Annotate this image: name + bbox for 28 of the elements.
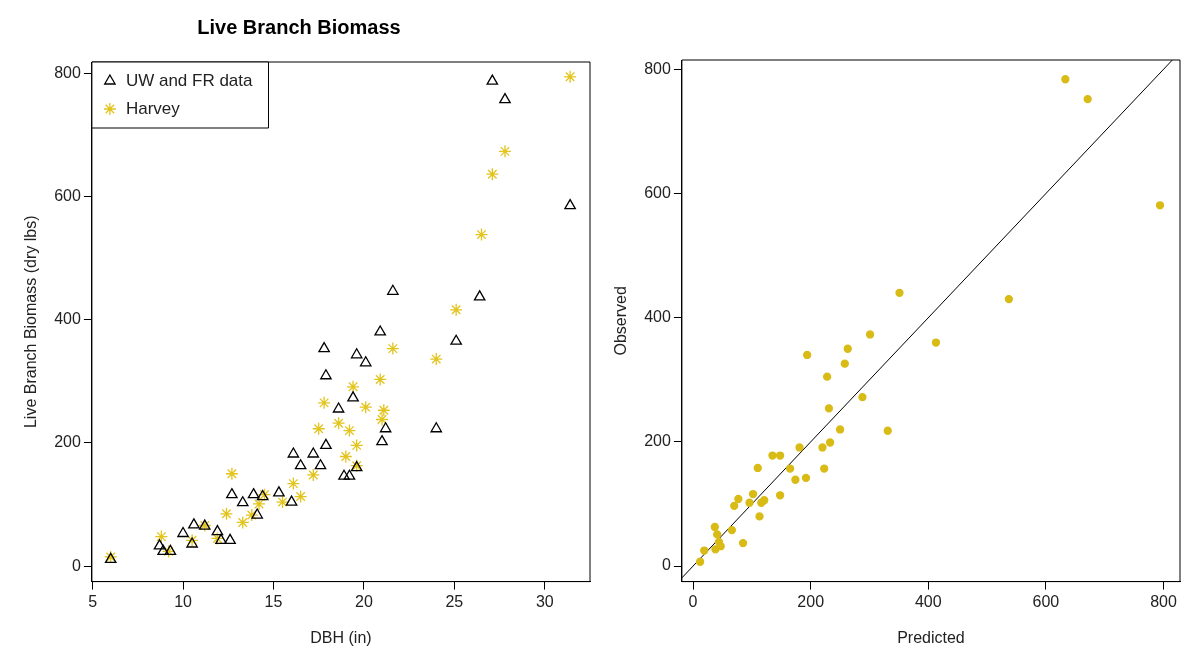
y-tick-label: 200	[54, 433, 81, 451]
x-tick-label: 20	[355, 592, 373, 610]
y-tick-label: 600	[644, 183, 671, 201]
y-tick-label: 400	[644, 308, 671, 326]
y-tick-label: 200	[644, 432, 671, 450]
y-tick-label: 800	[644, 59, 671, 77]
x-tick-label: 25	[445, 592, 464, 610]
x-tick-label: 600	[1032, 592, 1060, 610]
x-axis-title: Predicted	[897, 628, 965, 646]
x-tick-label: 800	[1150, 592, 1177, 610]
chart-title: Live Branch Biomass	[197, 15, 401, 38]
y-tick-label: 400	[54, 310, 81, 328]
x-tick-label: 400	[914, 592, 942, 610]
x-axis-title: DBH (in)	[310, 628, 372, 646]
y-tick-label: 600	[54, 186, 81, 204]
x-tick-label: 5	[88, 592, 98, 610]
y-tick-label: 0	[71, 556, 81, 574]
y-tick-label: 0	[661, 556, 671, 574]
legend-label: UW and FR data	[125, 70, 254, 90]
x-tick-label: 15	[264, 592, 283, 610]
x-tick-label: 200	[797, 592, 825, 610]
legend-label: Harvey	[125, 98, 181, 118]
x-tick-label: 0	[688, 592, 698, 610]
x-tick-label: 10	[174, 592, 193, 610]
y-tick-label: 800	[54, 63, 81, 81]
y-axis-title: Live Branch Biomass (dry lbs)	[22, 215, 40, 429]
y-axis-title: Observed	[612, 286, 630, 356]
x-tick-label: 30	[535, 592, 554, 610]
